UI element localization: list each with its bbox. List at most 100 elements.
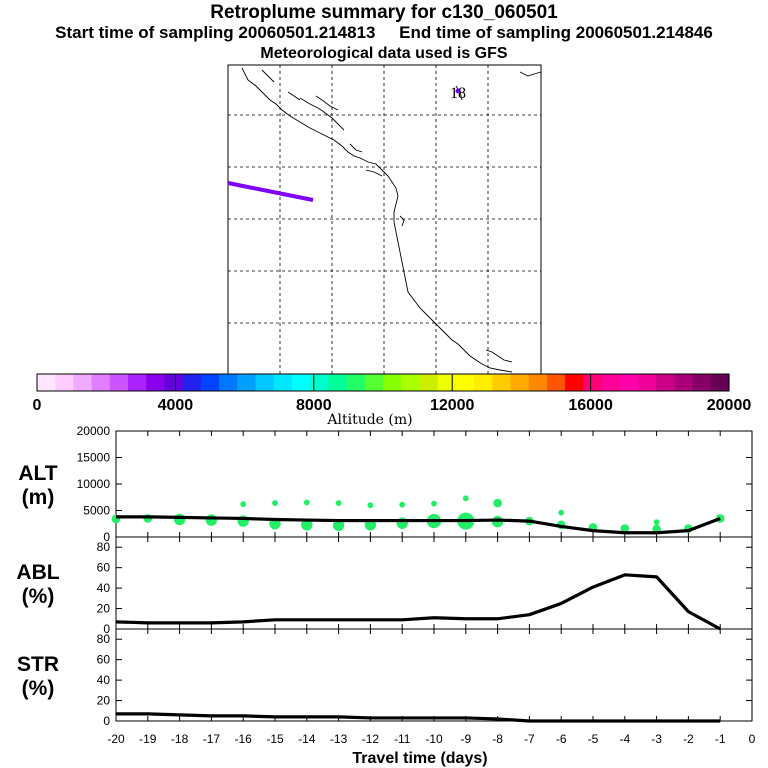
plume-point xyxy=(205,514,218,526)
panel-ylabel: ALT xyxy=(18,462,57,485)
x-tick-label: -1 xyxy=(715,732,726,746)
y-tick-label: 20000 xyxy=(77,424,111,438)
plume-point xyxy=(301,519,313,531)
x-tick-label: 0 xyxy=(749,732,756,746)
panel-ylabel: (%) xyxy=(22,677,55,700)
panel-ylabel: STR xyxy=(17,653,59,676)
colorbar-frame xyxy=(36,373,730,392)
x-tick-label: -15 xyxy=(266,732,284,746)
panel-frame xyxy=(115,536,753,630)
x-tick-label: -12 xyxy=(362,732,380,746)
x-tick-label: -5 xyxy=(588,732,599,746)
colorbar-swatch xyxy=(237,374,257,391)
plume-point xyxy=(303,499,310,506)
colorbar-swatch xyxy=(637,374,657,391)
colorbar-swatch xyxy=(583,374,603,391)
plume-point xyxy=(240,501,247,508)
colorbar-swatch xyxy=(528,374,548,391)
colorbar-title: Altitude (m) xyxy=(326,412,412,428)
colorbar-swatch xyxy=(565,374,584,391)
colorbar-swatch xyxy=(419,374,439,391)
colorbar-swatch xyxy=(182,374,202,391)
colorbar-swatch xyxy=(546,374,566,391)
colorbar-swatch xyxy=(619,374,639,391)
x-tick-label: -7 xyxy=(524,732,535,746)
colorbar-swatch xyxy=(364,374,384,391)
x-tick-label: -19 xyxy=(139,732,157,746)
colorbar-swatch xyxy=(346,374,366,391)
x-tick-label: -4 xyxy=(619,732,630,746)
plume-point xyxy=(399,501,406,508)
plume-point xyxy=(332,519,345,532)
colorbar-swatch xyxy=(310,374,329,391)
colorbar-swatch xyxy=(273,374,293,391)
x-tick-label: -8 xyxy=(492,732,503,746)
y-tick-label: 0 xyxy=(103,714,110,728)
colorbar-tick-label: 16000 xyxy=(568,397,613,414)
y-tick-label: 0 xyxy=(103,622,110,636)
trajectory-line xyxy=(227,181,314,202)
colorbar-swatch xyxy=(219,374,238,391)
x-tick-label: -13 xyxy=(330,732,348,746)
colorbar-swatch xyxy=(437,374,457,391)
colorbar-swatch xyxy=(710,374,730,391)
colorbar-swatch xyxy=(328,374,348,391)
time-series-panels: 05000100001500020000ALT(m)020406080ABL(%… xyxy=(16,424,755,767)
y-tick-label: 5000 xyxy=(83,504,110,518)
sampling-times: Start time of sampling 20060501.214813 E… xyxy=(0,23,768,43)
y-tick-label: 60 xyxy=(97,561,111,575)
map-frame xyxy=(227,64,542,375)
x-tick-label: -18 xyxy=(171,732,189,746)
colorbar-swatch xyxy=(692,374,712,391)
colorbar-swatch xyxy=(55,374,75,391)
panel-frame xyxy=(115,628,753,722)
plume-point xyxy=(173,513,186,526)
x-tick-label: -14 xyxy=(298,732,316,746)
colorbar-swatch xyxy=(474,374,493,391)
y-tick-label: 0 xyxy=(103,530,110,544)
colorbar-swatch xyxy=(146,374,166,391)
colorbar-tick-label: 0 xyxy=(33,397,42,414)
y-tick-label: 20 xyxy=(97,602,111,616)
colorbar-swatch xyxy=(200,374,220,391)
plume-point xyxy=(367,502,374,509)
chart-title: Retroplume summary for c130_060501 xyxy=(210,2,558,23)
panel-ylabel: (m) xyxy=(22,486,55,509)
x-tick-label: -2 xyxy=(683,732,694,746)
series-line xyxy=(115,573,721,631)
x-tick-label: -16 xyxy=(235,732,253,746)
y-tick-label: 20 xyxy=(97,694,111,708)
coastline xyxy=(241,67,542,373)
plume-point xyxy=(272,500,278,506)
panel-alt: 0 5000 10000 15000 20000 ALT(m) xyxy=(18,424,753,544)
colorbar-swatch xyxy=(37,374,56,391)
series-line xyxy=(116,515,721,535)
plume-point xyxy=(493,498,502,508)
colorbar-swatch xyxy=(510,374,530,391)
met-data-label: Meteorological data used is GFS xyxy=(260,45,508,62)
map-graticule xyxy=(228,65,541,374)
end-time-label: End time of sampling 20060501.214846 xyxy=(399,23,713,42)
colorbar-swatch xyxy=(255,374,275,391)
start-time-label: Start time of sampling 20060501.214813 xyxy=(55,23,376,42)
y-tick-label: 80 xyxy=(97,632,111,646)
panel-ylabel: ABL xyxy=(16,561,59,584)
y-tick-label: 40 xyxy=(97,581,111,595)
colorbar-swatch xyxy=(73,374,93,391)
trajectory-map: 18 xyxy=(227,64,542,375)
receptor-marker xyxy=(455,88,461,94)
colorbar-tick-label: 4000 xyxy=(158,397,194,414)
colorbar-swatch xyxy=(91,374,111,391)
plume-point xyxy=(462,495,469,502)
plume-point xyxy=(558,509,565,516)
x-tick-label: -6 xyxy=(556,732,567,746)
altitude-colorbar: 0 4000 8000 12000 16000 20000 xyxy=(33,373,752,414)
plume-point xyxy=(620,524,630,533)
x-tick-label: -17 xyxy=(203,732,221,746)
colorbar-swatch xyxy=(656,374,675,391)
colorbar-swatch xyxy=(455,374,475,391)
colorbar-tick-label: 20000 xyxy=(707,397,752,414)
colorbar-swatch xyxy=(674,374,694,391)
